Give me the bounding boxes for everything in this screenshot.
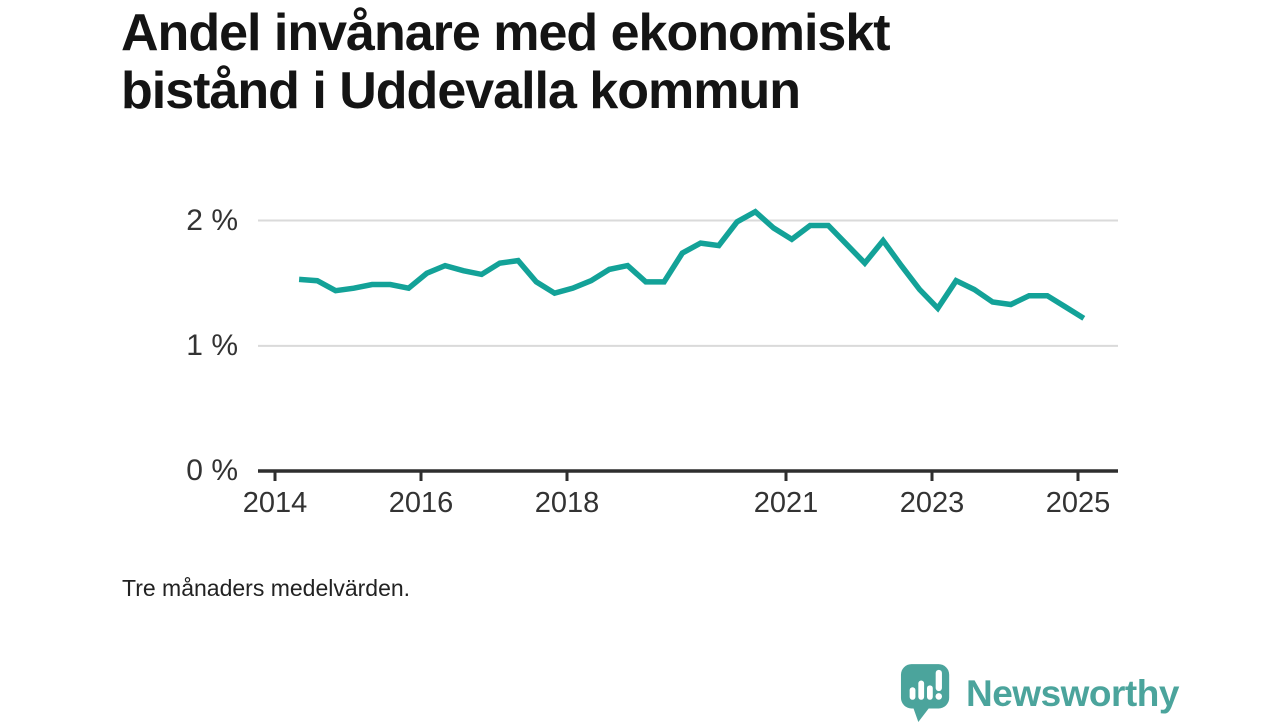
chart-title-line1: Andel invånare med ekonomiskt bbox=[121, 4, 891, 62]
x-axis-ticks bbox=[273, 471, 1080, 481]
x-axis-tick-label: 2021 bbox=[753, 487, 819, 519]
y-axis-tick-label: 2 % bbox=[186, 204, 238, 237]
x-axis-tick-label: 2016 bbox=[388, 487, 454, 519]
series-line bbox=[298, 208, 1086, 321]
bar-chart-speech-bubble-icon bbox=[900, 664, 950, 722]
x-axis-tick-label: 2014 bbox=[242, 487, 308, 519]
chart-title-line2: bistånd i Uddevalla kommun bbox=[121, 62, 801, 121]
newsworthy-logo-text: Newsworthy bbox=[966, 673, 1179, 714]
x-axis-tick-label: 2018 bbox=[534, 487, 600, 519]
y-axis-tick-label: 0 % bbox=[186, 454, 238, 487]
x-axis-tick-label: 2025 bbox=[1045, 487, 1111, 519]
x-axis-tick-label: 2023 bbox=[899, 487, 965, 519]
newsworthy-logo: Newsworthy bbox=[900, 663, 1179, 725]
chart-footnote: Tre månaders medelvärden. bbox=[122, 575, 411, 601]
chart-title: Andel invånare med ekonomiskt bistånd i … bbox=[121, 4, 891, 121]
y-axis-tick-label: 1 % bbox=[186, 329, 238, 362]
gridlines bbox=[258, 219, 1118, 347]
